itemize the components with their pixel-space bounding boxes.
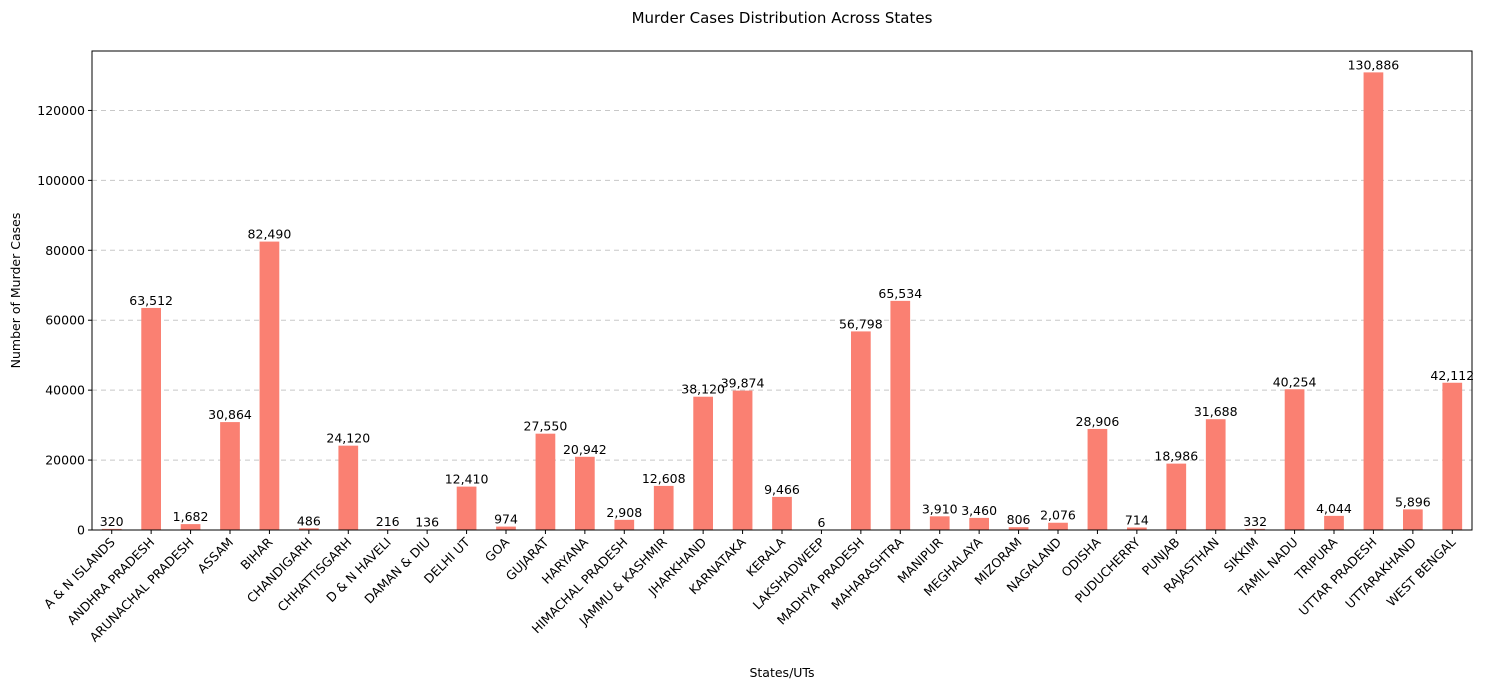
data-label: 40,254 bbox=[1273, 374, 1317, 389]
data-label: 28,906 bbox=[1076, 414, 1120, 429]
bar bbox=[101, 528, 122, 530]
bar bbox=[1324, 515, 1344, 530]
bar bbox=[614, 519, 635, 530]
data-label: 3,460 bbox=[961, 503, 997, 518]
data-label: 136 bbox=[415, 515, 439, 530]
bar bbox=[969, 517, 989, 530]
data-label: 130,886 bbox=[1348, 57, 1400, 72]
data-label: 30,864 bbox=[208, 407, 252, 422]
data-label: 806 bbox=[1007, 512, 1031, 527]
bar bbox=[456, 486, 477, 530]
data-label: 82,490 bbox=[248, 227, 292, 242]
data-label: 24,120 bbox=[326, 431, 370, 446]
y-tick-label: 120000 bbox=[37, 103, 85, 118]
data-label: 6 bbox=[817, 515, 825, 530]
data-label: 216 bbox=[376, 514, 400, 529]
data-label: 4,044 bbox=[1316, 501, 1352, 516]
bar bbox=[180, 524, 201, 530]
bar bbox=[575, 456, 595, 530]
bar bbox=[653, 485, 674, 530]
data-label: 27,550 bbox=[524, 419, 568, 434]
bar bbox=[1166, 463, 1187, 530]
data-label: 56,798 bbox=[839, 316, 883, 331]
x-tick-label: GOA bbox=[482, 534, 513, 565]
x-axis-label: States/UTs bbox=[749, 665, 814, 680]
data-label: 65,534 bbox=[878, 286, 922, 301]
bar bbox=[1284, 389, 1305, 530]
bar bbox=[929, 516, 950, 530]
bar bbox=[851, 331, 871, 530]
data-label: 332 bbox=[1243, 514, 1267, 529]
data-labels-group: 320 63,512 1,682 30,864 82,490 486 24,120 216 13… bbox=[100, 57, 1474, 530]
bar bbox=[141, 307, 161, 530]
bar bbox=[772, 496, 792, 530]
x-tick-label: A & N ISLANDS bbox=[41, 534, 118, 611]
data-label: 31,688 bbox=[1194, 404, 1238, 419]
data-label: 2,076 bbox=[1040, 508, 1076, 523]
bar bbox=[1205, 419, 1226, 530]
chart-title: Murder Cases Distribution Across States bbox=[632, 9, 933, 27]
bar bbox=[1127, 527, 1147, 530]
data-label: 63,512 bbox=[129, 293, 173, 308]
bar bbox=[1403, 509, 1423, 530]
data-label: 974 bbox=[494, 512, 518, 527]
data-label: 12,410 bbox=[445, 472, 489, 487]
y-axis: 0 20000 40000 60000 80000 100000 120000 bbox=[37, 103, 92, 538]
plot-frame bbox=[91, 50, 1473, 531]
bar bbox=[693, 396, 713, 530]
data-label: 9,466 bbox=[764, 482, 800, 497]
x-tick-label: LAKSHADWEEP bbox=[750, 534, 828, 612]
y-tick-label: 100000 bbox=[37, 173, 85, 188]
y-axis-label: Number of Murder Cases bbox=[8, 213, 23, 369]
y-tick-label: 40000 bbox=[45, 383, 85, 398]
bar bbox=[1008, 527, 1029, 530]
bar bbox=[890, 300, 911, 530]
y-tick-label: 0 bbox=[77, 523, 85, 538]
bar bbox=[535, 433, 556, 530]
x-tick-label: WEST BENGAL bbox=[1384, 534, 1459, 609]
data-label: 38,120 bbox=[681, 382, 725, 397]
grid-lines bbox=[92, 109, 1472, 531]
data-label: 12,608 bbox=[642, 471, 686, 486]
data-label: 3,910 bbox=[922, 501, 958, 516]
bar bbox=[1363, 72, 1384, 531]
data-label: 39,874 bbox=[721, 376, 765, 391]
bar bbox=[1245, 528, 1265, 530]
y-tick-label: 80000 bbox=[45, 243, 85, 258]
data-label: 5,896 bbox=[1395, 494, 1431, 509]
y-tick-label: 60000 bbox=[45, 313, 85, 328]
bar bbox=[496, 526, 516, 530]
data-label: 20,942 bbox=[563, 442, 607, 457]
x-tick-label: ASSAM bbox=[194, 535, 236, 577]
data-label: 42,112 bbox=[1430, 368, 1474, 383]
bar bbox=[1087, 428, 1108, 530]
bar bbox=[1442, 382, 1463, 530]
x-tick-label: BIHAR bbox=[237, 534, 275, 572]
data-label: 714 bbox=[1125, 513, 1149, 528]
data-label: 2,908 bbox=[606, 505, 642, 520]
bar bbox=[299, 528, 319, 530]
bar bbox=[220, 422, 240, 530]
bar bbox=[732, 390, 753, 530]
data-label: 1,682 bbox=[173, 509, 209, 524]
data-label: 18,986 bbox=[1154, 449, 1198, 464]
data-label: 320 bbox=[100, 514, 124, 529]
x-tick-label: UTTARAKHAND bbox=[1342, 535, 1419, 612]
bars-group bbox=[101, 72, 1463, 531]
y-tick-label: 20000 bbox=[45, 453, 85, 468]
bar bbox=[1048, 522, 1068, 530]
bar bbox=[259, 241, 280, 530]
bar bbox=[338, 445, 359, 530]
data-label: 486 bbox=[297, 513, 321, 528]
